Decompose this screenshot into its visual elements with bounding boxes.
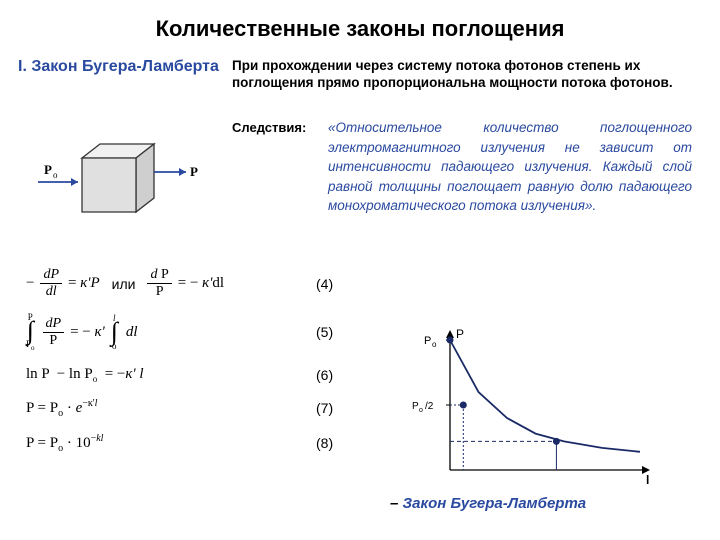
svg-text:P: P xyxy=(412,401,419,412)
law-heading: I. Закон Бугера-Ламберта xyxy=(18,58,219,76)
svg-text:P: P xyxy=(424,335,431,347)
equations-block: − dPdl = к'P или d PP = − к'dl (4) P∫Pо … xyxy=(26,268,356,454)
svg-text:/2: /2 xyxy=(425,401,434,412)
svg-text:о: о xyxy=(53,170,58,180)
equation-5: P∫Pо dPP = − к' l∫o dl (5) xyxy=(26,313,356,352)
svg-text:P: P xyxy=(190,164,198,179)
equation-6: ln P − ln Pо = −к' l (6) xyxy=(26,366,356,384)
svg-text:о: о xyxy=(419,407,423,414)
svg-text:l: l xyxy=(646,473,649,487)
equation-4: − dPdl = к'P или d PP = − к'dl (4) xyxy=(26,268,356,299)
law-footer: – Закон Бугера-Ламберта xyxy=(390,495,586,512)
equation-7: P = Pо · e−к'l (7) xyxy=(26,398,356,419)
cube-diagram: PоP xyxy=(26,124,206,234)
page-title: Количественные законы поглощения xyxy=(0,0,720,42)
equation-8: P = Pо · 10−kl (8) xyxy=(26,433,356,454)
consequence-text: «Относительное количество поглощенного э… xyxy=(328,118,692,216)
svg-text:о: о xyxy=(432,340,437,349)
intro-text: При прохождении через систему потока фот… xyxy=(232,58,692,92)
decay-graph: PоPо/2Pl xyxy=(406,320,656,490)
consequence-label: Следствия: xyxy=(232,120,306,135)
svg-text:P: P xyxy=(44,162,52,177)
svg-text:P: P xyxy=(456,327,464,341)
